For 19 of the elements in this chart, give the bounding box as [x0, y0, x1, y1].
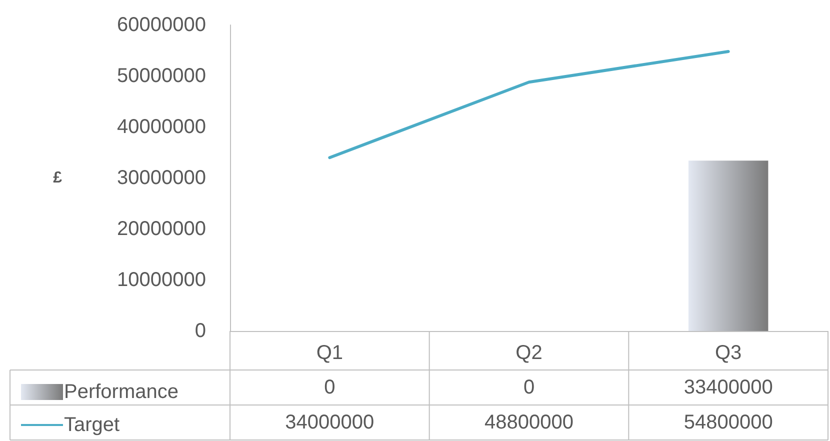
data-label: 34000000: [285, 412, 374, 434]
y-tick-label: 30000000: [117, 167, 206, 189]
y-tick-label: 10000000: [117, 269, 206, 291]
data-label: 54800000: [684, 412, 773, 434]
x-tick-label: Q1: [316, 342, 344, 364]
data-label: 0: [324, 376, 336, 398]
y-tick-label: 20000000: [117, 218, 206, 240]
y-tick-label: 0: [194, 320, 206, 342]
legend-label: Performance: [64, 381, 178, 403]
data-label: 48800000: [484, 412, 574, 434]
y-tick-label: 60000000: [117, 14, 206, 36]
data-label: 0: [523, 376, 535, 398]
x-tick-label: Q2: [516, 342, 542, 364]
legend-label: Target: [64, 414, 120, 436]
y-tick-label: 40000000: [117, 116, 206, 138]
y-tick-label: 50000000: [117, 65, 206, 87]
y-axis-title: £: [53, 170, 62, 186]
data-label: 33400000: [684, 376, 773, 398]
x-tick-label: Q3: [714, 342, 742, 364]
